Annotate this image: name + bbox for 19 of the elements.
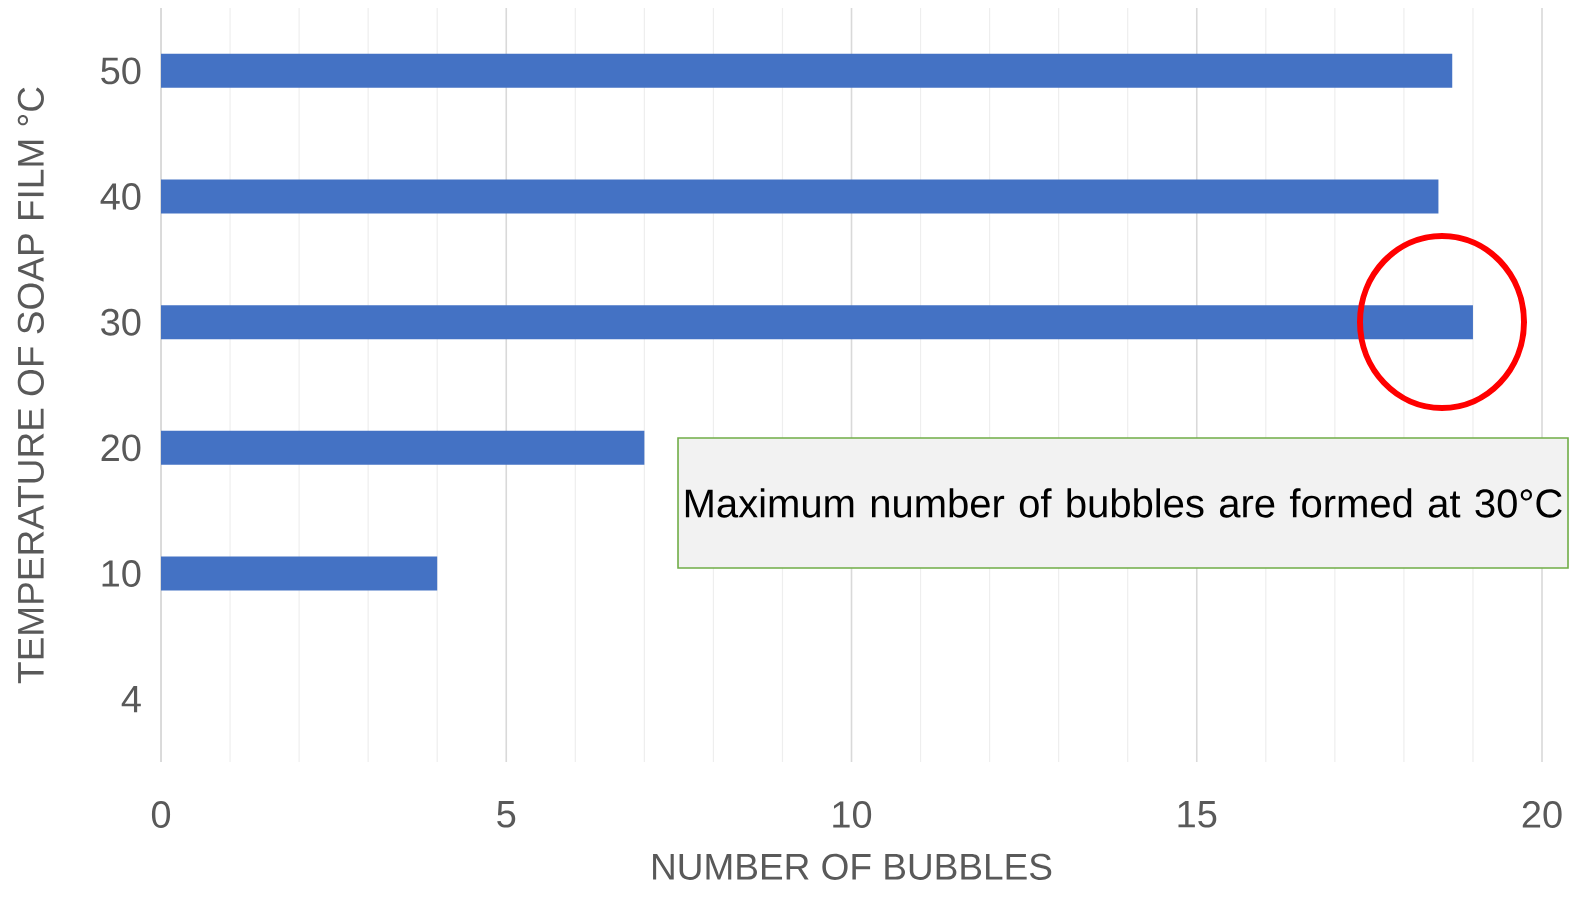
- y-axis-title: TEMPERATURE OF SOAP FILM °C: [17, 87, 44, 684]
- bar: [161, 179, 1439, 214]
- x-tick-label: 0: [151, 801, 171, 828]
- y-tick-label: 10: [102, 560, 141, 587]
- x-axis-title: NUMBER OF BUBBLES: [653, 853, 1052, 880]
- x-tick-label: 10: [833, 801, 872, 828]
- x-tick-label: 5: [497, 801, 516, 828]
- y-tick-label: 40: [100, 183, 141, 210]
- y-tick-label: 4: [121, 686, 141, 713]
- x-tick-label: 20: [1522, 801, 1562, 828]
- x-tick-label: 15: [1178, 801, 1217, 828]
- bar: [161, 305, 1473, 340]
- bar: [161, 53, 1453, 88]
- bar: [161, 430, 645, 465]
- y-tick-label: 50: [101, 57, 141, 85]
- y-tick-label: 20: [101, 434, 141, 462]
- y-tick-label: 30: [101, 308, 141, 336]
- bar: [161, 556, 438, 591]
- annotation: Maximum number of bubbles are formed at 30°C: [685, 488, 1562, 518]
